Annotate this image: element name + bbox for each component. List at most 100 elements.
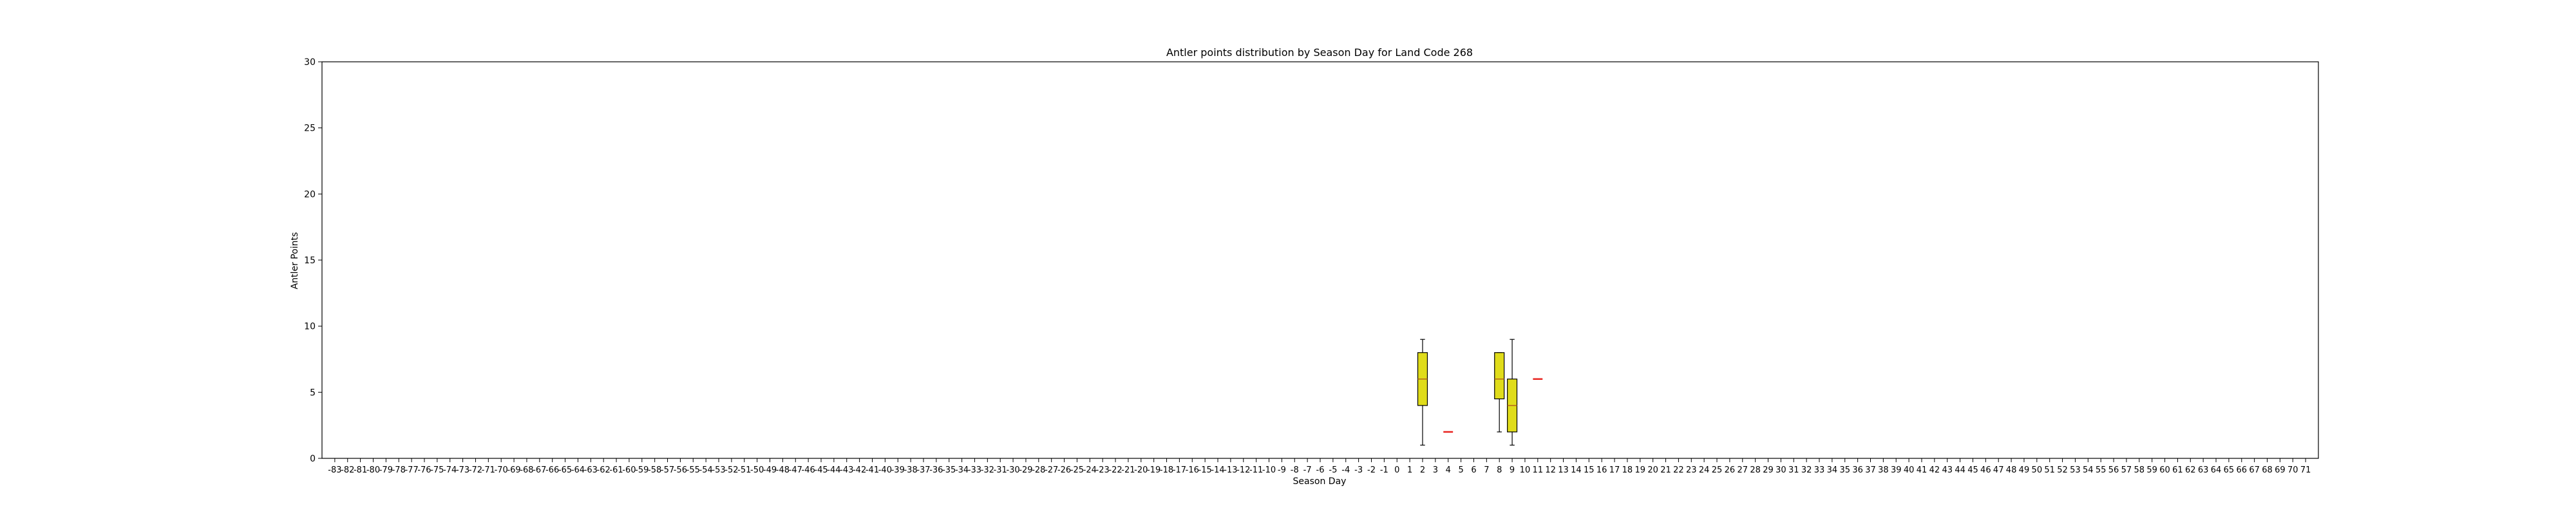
x-tick-label: 0 bbox=[1394, 465, 1399, 475]
x-tick-label: -22 bbox=[1108, 465, 1122, 475]
x-tick-label: 18 bbox=[1622, 465, 1633, 475]
x-tick-label: 26 bbox=[1725, 465, 1736, 475]
x-tick-label: 30 bbox=[1776, 465, 1786, 475]
x-tick-label: -20 bbox=[1134, 465, 1148, 475]
x-tick-label: 70 bbox=[2287, 465, 2298, 475]
x-tick-label: -69 bbox=[507, 465, 520, 475]
x-tick-label: -59 bbox=[635, 465, 649, 475]
y-tick-label: 25 bbox=[304, 124, 316, 134]
x-tick-label: -50 bbox=[750, 465, 764, 475]
x-tick-label: -74 bbox=[443, 465, 457, 475]
x-tick-label: -82 bbox=[341, 465, 354, 475]
x-tick-label: 46 bbox=[1980, 465, 1991, 475]
x-tick-label: 58 bbox=[2134, 465, 2145, 475]
y-tick-label: 30 bbox=[304, 57, 316, 68]
x-tick-label: 56 bbox=[2108, 465, 2119, 475]
x-tick-label: 62 bbox=[2185, 465, 2196, 475]
x-tick-label: -12 bbox=[1236, 465, 1250, 475]
x-tick-label: 50 bbox=[2032, 465, 2043, 475]
x-tick-label: -5 bbox=[1329, 465, 1337, 475]
x-tick-label: -57 bbox=[661, 465, 674, 475]
x-tick-label: 27 bbox=[1737, 465, 1748, 475]
x-tick-label: -33 bbox=[968, 465, 981, 475]
x-tick-label: -51 bbox=[737, 465, 751, 475]
x-tick-label: -45 bbox=[814, 465, 828, 475]
y-tick-label: 15 bbox=[304, 256, 316, 266]
x-tick-label: -47 bbox=[789, 465, 802, 475]
x-tick-label: -36 bbox=[929, 465, 943, 475]
x-tick-label: 22 bbox=[1673, 465, 1684, 475]
x-tick-label: -44 bbox=[827, 465, 840, 475]
x-tick-label: 69 bbox=[2275, 465, 2286, 475]
x-tick-label: -11 bbox=[1249, 465, 1263, 475]
y-tick-label: 5 bbox=[310, 388, 316, 398]
x-tick-label: -16 bbox=[1186, 465, 1199, 475]
x-tick-label: -78 bbox=[392, 465, 406, 475]
x-tick-label: -40 bbox=[878, 465, 892, 475]
x-tick-label: 49 bbox=[2019, 465, 2030, 475]
x-tick-label: -61 bbox=[609, 465, 623, 475]
x-tick-label: -53 bbox=[712, 465, 725, 475]
x-tick-label: -56 bbox=[674, 465, 687, 475]
x-tick-label: -8 bbox=[1291, 465, 1299, 475]
x-tick-label: -17 bbox=[1173, 465, 1186, 475]
x-tick-label: 6 bbox=[1471, 465, 1476, 475]
x-tick-label: 11 bbox=[1533, 465, 1544, 475]
x-tick-label: -6 bbox=[1316, 465, 1325, 475]
x-tick-label: -27 bbox=[1045, 465, 1058, 475]
x-tick-label: -72 bbox=[469, 465, 482, 475]
x-tick-label: 36 bbox=[1852, 465, 1863, 475]
x-tick-label: -32 bbox=[981, 465, 994, 475]
x-tick-label: 45 bbox=[1967, 465, 1978, 475]
x-tick-label: 5 bbox=[1458, 465, 1463, 475]
x-tick-label: -42 bbox=[853, 465, 866, 475]
x-tick-label: -29 bbox=[1019, 465, 1032, 475]
x-tick-label: 42 bbox=[1929, 465, 1940, 475]
chart-title: Antler points distribution by Season Day… bbox=[1166, 46, 1473, 59]
x-tick-label: 21 bbox=[1660, 465, 1671, 475]
x-tick-label: 33 bbox=[1814, 465, 1825, 475]
x-tick-label: -2 bbox=[1367, 465, 1376, 475]
x-tick-label: -14 bbox=[1211, 465, 1224, 475]
x-tick-label: 65 bbox=[2224, 465, 2235, 475]
x-axis-label: Season Day bbox=[1293, 476, 1347, 487]
x-tick-label: 31 bbox=[1788, 465, 1799, 475]
x-tick-label: 63 bbox=[2198, 465, 2209, 475]
x-tick-label: -64 bbox=[571, 465, 585, 475]
x-tick-label: 40 bbox=[1904, 465, 1915, 475]
x-tick-label: 4 bbox=[1446, 465, 1451, 475]
x-tick-label: 14 bbox=[1571, 465, 1582, 475]
x-tick-label: -10 bbox=[1262, 465, 1276, 475]
plot-area: 051015202530-83-82-81-80-79-78-77-76-75-… bbox=[304, 57, 2319, 475]
x-tick-label: 51 bbox=[2044, 465, 2055, 475]
x-tick-label: -73 bbox=[456, 465, 469, 475]
x-tick-label: -75 bbox=[430, 465, 444, 475]
x-tick-label: 23 bbox=[1686, 465, 1697, 475]
x-tick-label: -46 bbox=[802, 465, 815, 475]
x-tick-label: -1 bbox=[1380, 465, 1388, 475]
x-tick-label: -35 bbox=[942, 465, 956, 475]
x-tick-label: -79 bbox=[379, 465, 393, 475]
x-tick-label: -30 bbox=[1006, 465, 1019, 475]
x-tick-label: -37 bbox=[916, 465, 930, 475]
x-tick-label: 54 bbox=[2083, 465, 2094, 475]
x-tick-label: -77 bbox=[404, 465, 418, 475]
x-tick-label: 47 bbox=[1993, 465, 2004, 475]
x-tick-label: -19 bbox=[1147, 465, 1160, 475]
x-tick-label: -62 bbox=[597, 465, 611, 475]
x-tick-label: -38 bbox=[904, 465, 917, 475]
x-tick-label: -55 bbox=[687, 465, 700, 475]
x-tick-label: 12 bbox=[1545, 465, 1556, 475]
x-tick-label: -65 bbox=[558, 465, 572, 475]
y-tick-label: 20 bbox=[304, 189, 316, 200]
x-tick-label: 24 bbox=[1699, 465, 1710, 475]
x-tick-label: -34 bbox=[955, 465, 969, 475]
x-tick-label: -39 bbox=[891, 465, 905, 475]
x-tick-label: 7 bbox=[1484, 465, 1489, 475]
x-tick-label: 55 bbox=[2096, 465, 2107, 475]
x-tick-label: 25 bbox=[1712, 465, 1723, 475]
x-tick-label: -13 bbox=[1224, 465, 1237, 475]
x-tick-label: -68 bbox=[520, 465, 533, 475]
x-tick-label: -25 bbox=[1070, 465, 1084, 475]
